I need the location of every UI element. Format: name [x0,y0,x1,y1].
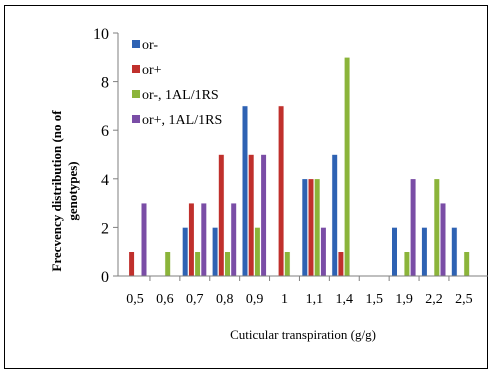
chart-frame: Frecvency distribution (no of genotypes)… [4,5,488,369]
bar-or-1al-1rs [343,56,351,277]
bar-or-1al-1rs [224,251,231,277]
legend-swatch [132,115,140,123]
bars [128,56,470,277]
x-tick-label: 1 [281,292,288,307]
bar-or-1al-1rs [230,202,237,277]
bar-or-1al-1rs [463,251,470,277]
bar-or [218,154,225,277]
bar-or-1al-1rs [200,202,207,277]
bar-or [241,105,249,277]
bar-or-1al-1rs [320,227,327,277]
bar-or-1al-1rs [260,154,267,277]
bar-or-1al-1rs [140,202,148,277]
x-tick-label: 1,5 [365,292,383,307]
bar-or [451,227,458,277]
legend-swatch [132,65,140,73]
y-axis-label-group: Frecvency distribution (no of genotypes) [49,110,80,272]
bar-or-1al-1rs [314,178,321,277]
bar-or [337,251,345,277]
x-tick-label: 2,5 [455,292,473,307]
y-tick-label: 8 [101,75,109,92]
bar-or [212,227,219,277]
legend-label: or+, 1AL/1RS [142,113,222,128]
bar-or-1al-1rs [433,178,440,277]
x-axis: 0,5 0,6 0,7 0,8 0,9 1 1,1 1,4 1,5 1,9 2,2 2,5 [118,275,488,307]
bar-or [307,178,315,277]
bar-or [391,227,398,277]
bar-or-1al-1rs [254,227,261,277]
y-tick-label: 4 [101,172,109,189]
x-tick-label: 1,4 [336,292,354,307]
y-tick-label: 6 [101,123,109,140]
bar-or-1al-1rs [403,251,411,277]
bar-or [188,202,195,277]
bar-or [421,227,428,277]
legend-label: or+ [142,63,162,78]
y-tick-label: 2 [101,220,109,237]
y-axis: 0 2 4 6 8 10 [93,26,119,286]
x-tick-label: 0,5 [126,292,144,307]
legend-label: or-, 1AL/1RS [142,88,219,103]
x-tick-label: 1,9 [395,292,413,307]
x-tick-label: 0,9 [246,292,264,307]
x-tick-label: 0,7 [186,292,204,307]
bar-or [128,251,135,277]
y-axis-label-line-1: Frecvency distribution (no of [49,110,64,272]
bar-or [248,154,255,277]
bar-or-1al-1rs [164,251,171,277]
legend: or-or+ or-, 1AL/1RS or+, 1AL/1RS [132,38,222,128]
bar-or [182,227,189,277]
bar-or-1al-1rs [439,202,447,277]
legend-swatch [132,90,140,98]
x-tick-label: 1,1 [306,292,324,307]
bar-chart: Frecvency distribution (no of genotypes)… [49,26,488,342]
x-axis-label: Cuticular transpiration (g/g) [230,327,376,342]
y-tick-label: 10 [93,26,109,43]
bar-or-1al-1rs [284,251,291,277]
bar-or-1al-1rs [409,178,417,277]
x-tick-label: 2,2 [425,292,443,307]
bar-or [301,178,308,277]
x-tick-label: 0,6 [156,292,174,307]
y-tick-label: 0 [101,269,109,286]
bar-or [331,154,338,277]
legend-swatch [132,40,140,48]
bar-or [277,105,285,277]
y-axis-label-line-2: genotypes) [65,161,80,220]
bar-or-1al-1rs [194,251,201,277]
legend-label: or- [142,38,158,53]
x-tick-label: 0,8 [216,292,234,307]
